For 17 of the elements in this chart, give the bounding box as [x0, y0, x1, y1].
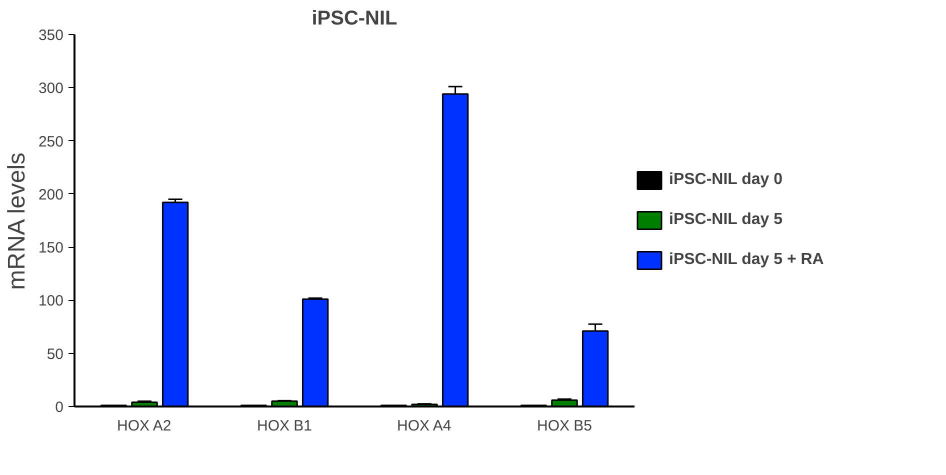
y-tick-label: 350 — [38, 27, 64, 44]
x-tick-label: HOX B1 — [256, 418, 312, 434]
y-tick-label: 150 — [38, 240, 64, 257]
x-tick-label: HOX A4 — [396, 418, 452, 434]
legend-label: iPSC-NIL day 5 — [669, 211, 783, 229]
y-tick-label: 50 — [46, 346, 64, 363]
y-tick-label: 0 — [55, 399, 64, 416]
legend-label: iPSC-NIL day 0 — [669, 171, 783, 189]
chart-title: iPSC-NIL — [312, 8, 398, 30]
y-tick-label: 100 — [38, 292, 64, 310]
y-tick-label: 250 — [38, 133, 64, 150]
y-axis-title: mRNA levels — [3, 152, 30, 290]
x-tick-label: HOX A2 — [116, 418, 172, 434]
legend-label: iPSC-NIL day 5 + RA — [669, 251, 824, 269]
y-tick-label: 300 — [38, 80, 64, 98]
y-tick-label: 200 — [38, 186, 64, 204]
x-tick-label: HOX B5 — [536, 418, 592, 434]
